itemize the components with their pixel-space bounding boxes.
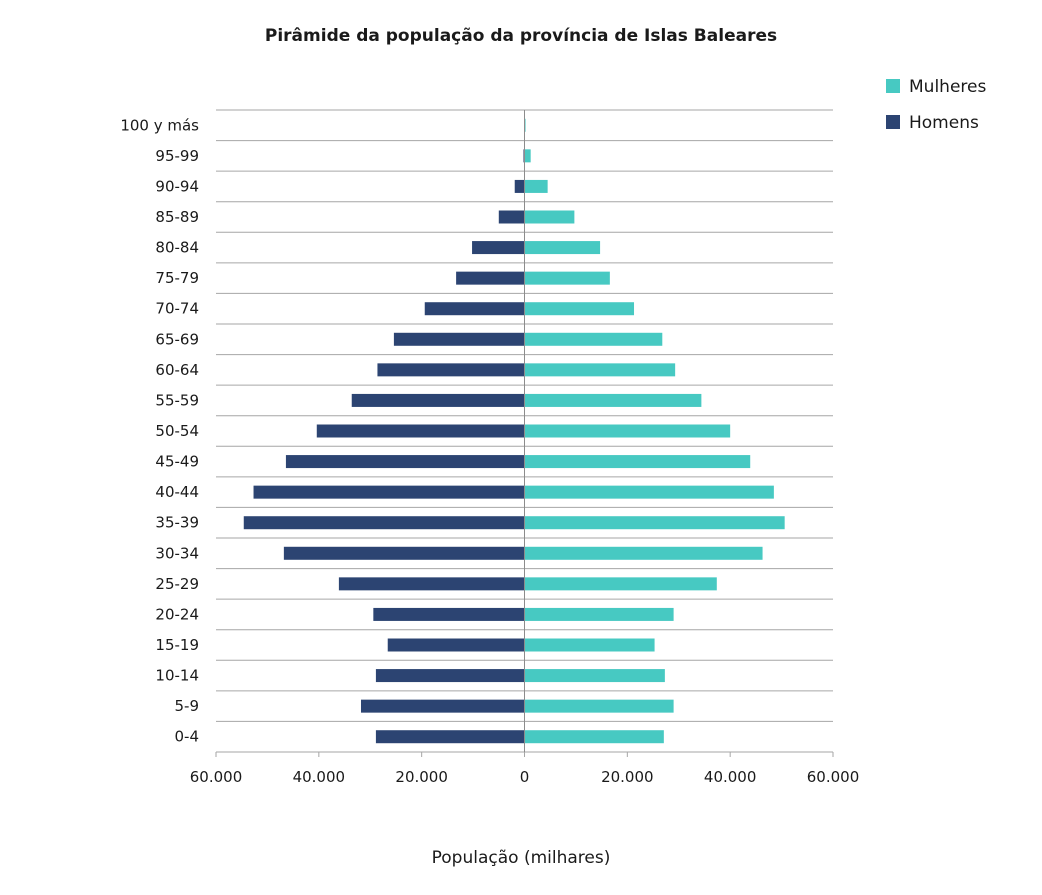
bar-mulheres-90-94 xyxy=(524,179,548,193)
bar-homens-65-69 xyxy=(393,332,525,346)
bar-homens-15-19 xyxy=(387,638,525,652)
bar-mulheres-30-34 xyxy=(524,546,763,560)
bar-mulheres-100-y-más xyxy=(524,118,526,132)
category-label: 85-89 xyxy=(155,208,199,226)
category-label: 5-9 xyxy=(175,697,200,715)
bar-mulheres-55-59 xyxy=(524,393,702,407)
bar-homens-25-29 xyxy=(338,577,525,591)
x-tick-labels: 60.000 40.000 20.000 0 20.000 40.000 60.000 xyxy=(190,752,860,786)
bar-homens-60-64 xyxy=(377,363,525,377)
bar-homens-95-99 xyxy=(523,149,525,163)
bar-homens-90-94 xyxy=(514,179,525,193)
category-label: 90-94 xyxy=(155,177,199,195)
legend: Mulheres Homens xyxy=(886,77,986,133)
category-label: 95-99 xyxy=(155,147,199,165)
x-tick-label: 60.000 xyxy=(190,768,243,786)
bar-mulheres-60-64 xyxy=(524,363,676,377)
bar-mulheres-50-54 xyxy=(524,424,731,438)
bar-homens-70-74 xyxy=(424,302,525,316)
legend-label-mulheres: Mulheres xyxy=(909,77,986,97)
category-label: 20-24 xyxy=(155,605,199,623)
category-label: 40-44 xyxy=(155,483,199,501)
category-labels: 100 y más 95-99 90-94 85-89 80-84 75-79 70-74 6… xyxy=(120,116,199,745)
category-label: 10-14 xyxy=(155,667,199,685)
bar-mulheres-20-24 xyxy=(524,607,674,621)
bar-homens-80-84 xyxy=(472,241,525,255)
x-tick-label: 20.000 xyxy=(601,768,654,786)
category-label: 45-49 xyxy=(155,453,199,471)
x-axis-label: População (milhares) xyxy=(432,848,611,868)
bar-homens-50-54 xyxy=(316,424,525,438)
bar-mulheres-15-19 xyxy=(524,638,655,652)
category-label: 35-39 xyxy=(155,514,199,532)
bar-homens-85-89 xyxy=(498,210,525,224)
bar-homens-35-39 xyxy=(243,516,525,530)
x-tick-label: 60.000 xyxy=(807,768,860,786)
category-label: 55-59 xyxy=(155,391,199,409)
category-label: 75-79 xyxy=(155,269,199,287)
bar-mulheres-10-14 xyxy=(524,669,665,683)
bar-homens-5-9 xyxy=(360,699,525,713)
bar-mulheres-75-79 xyxy=(524,271,610,285)
bar-mulheres-70-74 xyxy=(524,302,635,316)
category-label: 15-19 xyxy=(155,636,199,654)
bar-homens-55-59 xyxy=(351,393,525,407)
legend-swatch-homens xyxy=(886,115,900,129)
x-tick-label: 0 xyxy=(520,768,530,786)
category-label: 60-64 xyxy=(155,361,199,379)
bar-mulheres-0-4 xyxy=(524,730,664,744)
bar-homens-20-24 xyxy=(373,607,525,621)
chart-title: Pirâmide da população da província de Is… xyxy=(265,26,777,46)
bar-mulheres-5-9 xyxy=(524,699,674,713)
category-label: 100 y más xyxy=(120,116,199,134)
bar-homens-40-44 xyxy=(253,485,525,499)
bar-mulheres-95-99 xyxy=(524,149,531,163)
bar-mulheres-45-49 xyxy=(524,455,751,469)
bar-homens-30-34 xyxy=(283,546,525,560)
category-label: 30-34 xyxy=(155,544,199,562)
x-tick-label: 20.000 xyxy=(395,768,448,786)
x-tick-label: 40.000 xyxy=(293,768,346,786)
bar-homens-0-4 xyxy=(375,730,525,744)
legend-label-homens: Homens xyxy=(909,113,979,133)
legend-swatch-mulheres xyxy=(886,79,900,93)
category-label: 50-54 xyxy=(155,422,199,440)
bar-mulheres-40-44 xyxy=(524,485,774,499)
bars xyxy=(243,118,785,744)
category-label: 0-4 xyxy=(175,728,200,746)
bar-mulheres-80-84 xyxy=(524,241,601,255)
bar-homens-75-79 xyxy=(456,271,525,285)
category-label: 65-69 xyxy=(155,330,199,348)
category-label: 70-74 xyxy=(155,300,199,318)
bar-homens-45-49 xyxy=(285,455,525,469)
bar-mulheres-25-29 xyxy=(524,577,717,591)
category-label: 25-29 xyxy=(155,575,199,593)
bar-mulheres-65-69 xyxy=(524,332,663,346)
bar-mulheres-35-39 xyxy=(524,516,785,530)
bar-homens-10-14 xyxy=(375,669,525,683)
x-tick-label: 40.000 xyxy=(704,768,757,786)
category-label: 80-84 xyxy=(155,239,199,257)
bar-mulheres-85-89 xyxy=(524,210,575,224)
